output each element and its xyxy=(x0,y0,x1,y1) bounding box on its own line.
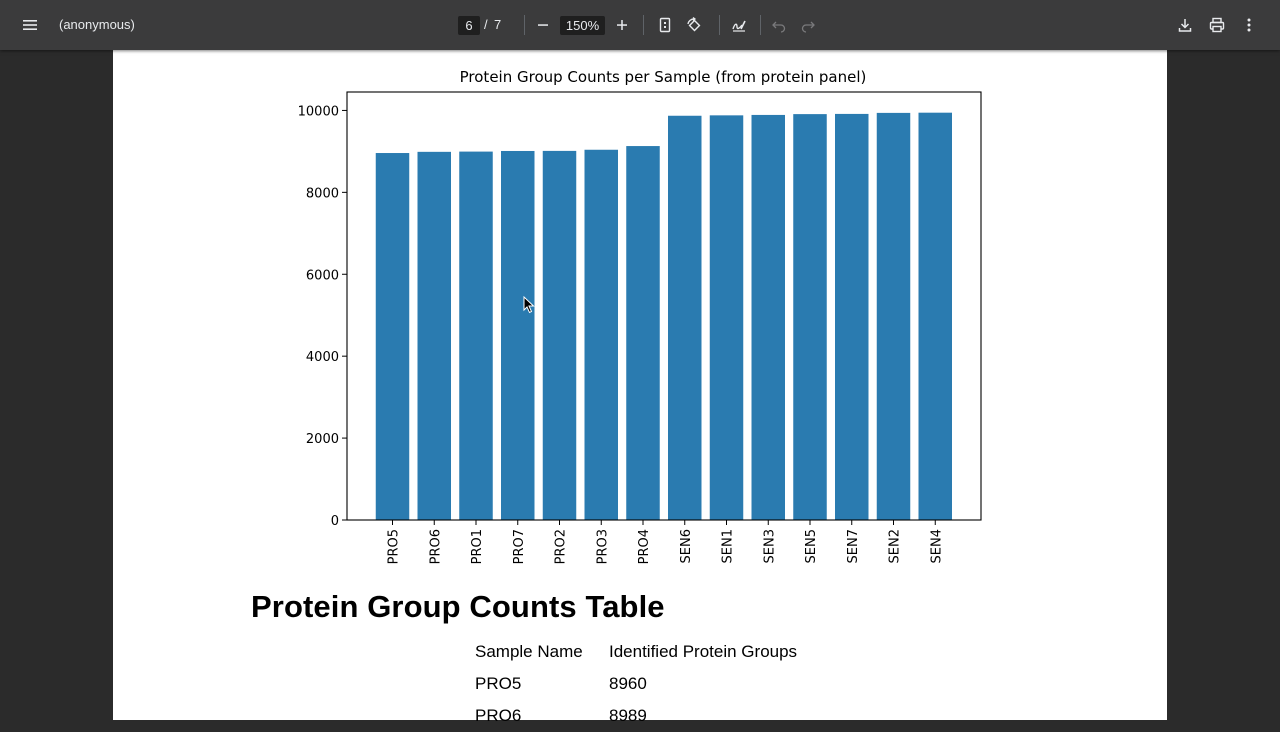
y-tick-label: 10000 xyxy=(298,104,339,119)
table-cell: 8960 xyxy=(609,674,647,693)
column-header: Sample Name xyxy=(475,642,583,661)
fit-page-icon[interactable] xyxy=(651,11,679,39)
table-row: PRO6 8989 xyxy=(469,700,803,732)
x-tick-label: SEN6 xyxy=(679,529,694,563)
undo-icon[interactable] xyxy=(765,11,793,39)
x-tick-label: SEN2 xyxy=(888,529,903,563)
toolbar-divider xyxy=(643,15,644,35)
pdf-viewer-toolbar: (anonymous) 6 / 7 150% xyxy=(0,0,1280,50)
x-tick-label: PRO7 xyxy=(512,529,527,564)
x-tick-label: PRO5 xyxy=(387,529,402,564)
bar-sen4 xyxy=(918,112,952,520)
bar-pro1 xyxy=(459,151,493,520)
y-tick-label: 6000 xyxy=(306,268,339,283)
bar-sen6 xyxy=(668,115,702,521)
annotate-icon[interactable] xyxy=(725,11,753,39)
y-tick-label: 8000 xyxy=(306,186,339,201)
table-row: PRO5 8960 xyxy=(469,668,803,700)
table-header-row: Sample Name Identified Protein Groups xyxy=(469,636,803,668)
toolbar-divider xyxy=(524,15,525,35)
bar-pro5 xyxy=(375,153,410,520)
bar-sen1 xyxy=(709,115,744,520)
bar-sen2 xyxy=(876,112,911,521)
rotate-icon[interactable] xyxy=(680,11,708,39)
bar-pro7 xyxy=(501,150,535,520)
bar-pro6 xyxy=(417,151,451,521)
bar-pro2 xyxy=(542,150,577,520)
chart-title: Protein Group Counts per Sample (from pr… xyxy=(459,68,867,86)
table-cell: 8989 xyxy=(609,706,647,725)
x-tick-label: PRO3 xyxy=(595,529,610,564)
x-tick-label: SEN7 xyxy=(846,529,861,563)
table-cell: PRO6 xyxy=(475,706,522,725)
plot-frame xyxy=(346,91,982,521)
table-cell: PRO5 xyxy=(475,674,522,693)
y-tick-label: 4000 xyxy=(306,350,339,365)
hamburger-menu-icon[interactable] xyxy=(16,11,44,39)
x-tick-label: PRO4 xyxy=(637,529,652,564)
pdf-page: Protein Group Counts per Sample (from pr… xyxy=(113,50,1167,725)
bar-sen3 xyxy=(751,114,785,520)
toolbar-divider xyxy=(719,15,720,35)
x-tick-label: SEN1 xyxy=(721,529,736,563)
mouse-cursor-icon xyxy=(523,296,535,314)
toolbar-divider xyxy=(760,15,761,35)
page-number-input[interactable]: 6 xyxy=(458,16,480,35)
bar-sen5 xyxy=(793,114,827,520)
redo-icon[interactable] xyxy=(794,11,822,39)
print-icon[interactable] xyxy=(1203,11,1231,39)
total-pages: 7 xyxy=(494,17,502,32)
x-tick-label: SEN4 xyxy=(929,529,944,563)
section-heading: Protein Group Counts Table xyxy=(251,589,665,624)
zoom-in-icon[interactable] xyxy=(608,11,636,39)
y-tick-label: 0 xyxy=(331,514,339,529)
download-icon[interactable] xyxy=(1171,11,1199,39)
column-header: Identified Protein Groups xyxy=(609,642,798,661)
bar-sen7 xyxy=(835,113,869,520)
zoom-out-icon[interactable] xyxy=(529,11,557,39)
zoom-level-input[interactable]: 150% xyxy=(560,16,605,35)
x-tick-label: PRO6 xyxy=(428,529,443,564)
y-tick-label: 2000 xyxy=(306,432,339,447)
bar-chart: 0 2000 4000 6000 8000 10000 PRO5 PRO6 PRO1 PRO7 PR… xyxy=(298,91,982,564)
x-tick-label: SEN3 xyxy=(762,529,777,563)
more-options-icon[interactable] xyxy=(1235,11,1263,39)
document-title: (anonymous) xyxy=(59,17,135,32)
page-separator: / xyxy=(484,17,488,32)
x-tick-label: SEN5 xyxy=(804,529,819,563)
bar-pro4 xyxy=(626,146,660,520)
x-tick-label: PRO2 xyxy=(554,529,569,564)
bar-pro3 xyxy=(584,149,618,521)
protein-counts-table: Sample Name Identified Protein Groups PR… xyxy=(469,636,803,732)
x-tick-label: PRO1 xyxy=(470,529,485,564)
